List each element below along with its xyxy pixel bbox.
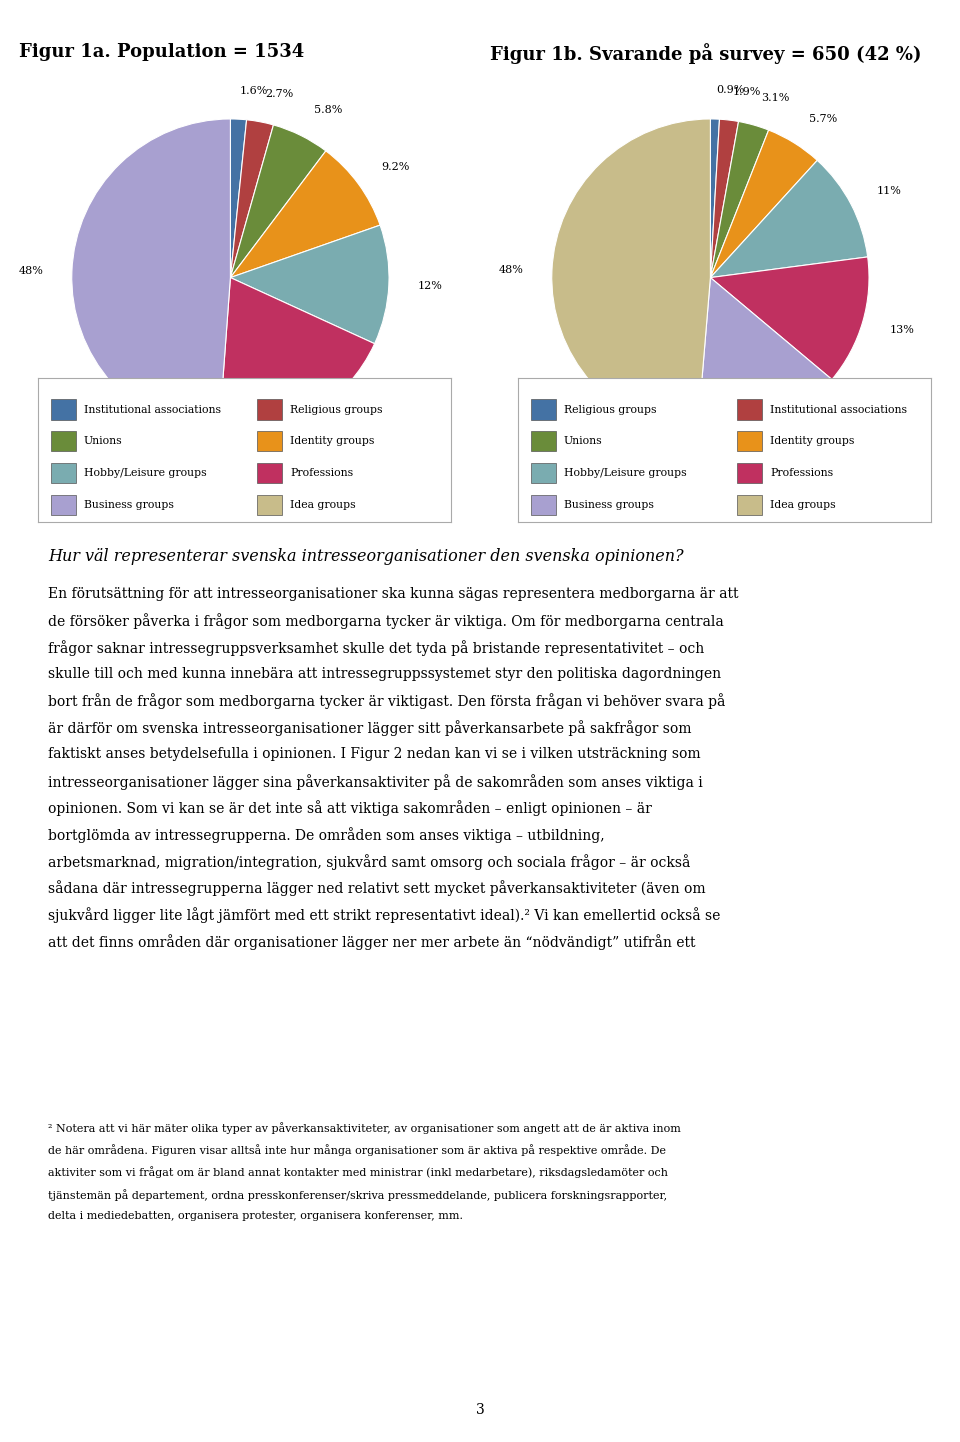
- FancyBboxPatch shape: [531, 463, 556, 483]
- Text: 12%: 12%: [418, 281, 443, 291]
- Text: Hobby/Leisure groups: Hobby/Leisure groups: [84, 469, 206, 477]
- Text: 11%: 11%: [876, 186, 901, 196]
- Text: 48%: 48%: [498, 265, 523, 275]
- Text: 1.9%: 1.9%: [732, 87, 760, 97]
- Text: En förutsättning för att intresseorganisationer ska kunna sägas representera med: En förutsättning för att intresseorganis…: [48, 587, 738, 601]
- Text: faktiskt anses betydelsefulla i opinionen. I Figur 2 nedan kan vi se i vilken ut: faktiskt anses betydelsefulla i opinione…: [48, 747, 701, 761]
- Text: 3.1%: 3.1%: [761, 92, 790, 102]
- FancyBboxPatch shape: [51, 431, 76, 451]
- FancyBboxPatch shape: [257, 399, 282, 420]
- Wedge shape: [230, 225, 389, 343]
- Text: Religious groups: Religious groups: [290, 405, 383, 414]
- Text: sådana där intressegrupperna lägger ned relativt sett mycket påverkansaktivitete: sådana där intressegrupperna lägger ned …: [48, 880, 706, 897]
- Text: 2.7%: 2.7%: [266, 89, 294, 98]
- Wedge shape: [710, 130, 817, 277]
- Wedge shape: [230, 151, 380, 277]
- Text: 5.7%: 5.7%: [809, 114, 838, 124]
- Wedge shape: [710, 120, 738, 277]
- Text: Unions: Unions: [564, 437, 603, 446]
- Text: Figur 1b. Svarande på survey = 650 (42 %): Figur 1b. Svarande på survey = 650 (42 %…: [490, 43, 921, 65]
- Wedge shape: [710, 257, 869, 379]
- FancyBboxPatch shape: [737, 495, 762, 515]
- Text: delta i mediedebatten, organisera protester, organisera konferenser, mm.: delta i mediedebatten, organisera protes…: [48, 1211, 463, 1221]
- Wedge shape: [230, 120, 247, 277]
- Text: Professions: Professions: [770, 469, 833, 477]
- Text: de försöker påverka i frågor som medborgarna tycker är viktiga. Om för medborgar: de försöker påverka i frågor som medborg…: [48, 614, 724, 630]
- FancyBboxPatch shape: [531, 495, 556, 515]
- Text: 15%: 15%: [782, 446, 807, 456]
- FancyBboxPatch shape: [51, 463, 76, 483]
- FancyBboxPatch shape: [257, 495, 282, 515]
- Text: 5.8%: 5.8%: [314, 105, 342, 115]
- Wedge shape: [710, 120, 719, 277]
- Text: Hur väl representerar svenska intresseorganisationer den svenska opinionen?: Hur väl representerar svenska intresseor…: [48, 548, 684, 565]
- Text: Institutional associations: Institutional associations: [84, 405, 221, 414]
- Text: bortglömda av intressegrupperna. De områden som anses viktiga – utbildning,: bortglömda av intressegrupperna. De områ…: [48, 826, 605, 844]
- Text: bort från de frågor som medborgarna tycker är viktigast. Den första frågan vi be: bort från de frågor som medborgarna tyck…: [48, 694, 726, 709]
- FancyBboxPatch shape: [531, 431, 556, 451]
- Wedge shape: [710, 160, 868, 277]
- Wedge shape: [697, 277, 832, 435]
- Text: Identity groups: Identity groups: [290, 437, 374, 446]
- Wedge shape: [710, 121, 769, 277]
- Text: Figur 1a. Population = 1534: Figur 1a. Population = 1534: [19, 43, 304, 61]
- Text: skulle till och med kunna innebära att intressegruppssystemet styr den politiska: skulle till och med kunna innebära att i…: [48, 666, 721, 681]
- Text: 19%: 19%: [325, 434, 350, 444]
- Text: Professions: Professions: [290, 469, 353, 477]
- Text: Identity groups: Identity groups: [770, 437, 854, 446]
- Text: frågor saknar intressegruppsverksamhet skulle det tyda på bristande representati: frågor saknar intressegruppsverksamhet s…: [48, 640, 705, 656]
- Text: intresseorganisationer lägger sina påverkansaktiviter på de sakområden som anses: intresseorganisationer lägger sina påver…: [48, 773, 703, 790]
- Text: Idea groups: Idea groups: [290, 500, 356, 509]
- Text: 1.6%: 1.6%: [240, 85, 269, 95]
- Text: Unions: Unions: [84, 437, 123, 446]
- Text: aktiviter som vi frågat om är bland annat kontakter med ministrar (inkl medarbet: aktiviter som vi frågat om är bland anna…: [48, 1167, 668, 1178]
- Text: Business groups: Business groups: [564, 500, 654, 509]
- Text: Religious groups: Religious groups: [564, 405, 657, 414]
- Text: Idea groups: Idea groups: [770, 500, 836, 509]
- Text: Institutional associations: Institutional associations: [770, 405, 907, 414]
- Text: 3: 3: [475, 1403, 485, 1417]
- Text: är därför om svenska intresseorganisationer lägger sitt påverkansarbete på sakfr: är därför om svenska intresseorganisatio…: [48, 721, 691, 737]
- FancyBboxPatch shape: [51, 495, 76, 515]
- Text: 0.9%: 0.9%: [716, 85, 744, 95]
- Text: att det finns områden där organisationer lägger ner mer arbete än “nödvändigt” u: att det finns områden där organisationer…: [48, 934, 695, 950]
- Wedge shape: [219, 277, 374, 435]
- FancyBboxPatch shape: [51, 399, 76, 420]
- Wedge shape: [552, 120, 710, 435]
- Wedge shape: [230, 120, 274, 277]
- Wedge shape: [230, 125, 325, 277]
- Text: tjänstemän på departement, ordna presskonferenser/skriva pressmeddelande, public: tjänstemän på departement, ordna pressko…: [48, 1188, 667, 1201]
- FancyBboxPatch shape: [737, 399, 762, 420]
- FancyBboxPatch shape: [531, 399, 556, 420]
- Text: sjukvård ligger lite lågt jämfört med ett strikt representativt ideal).² Vi kan : sjukvård ligger lite lågt jämfört med et…: [48, 907, 720, 923]
- Text: 48%: 48%: [18, 265, 43, 275]
- Text: arbetsmarknad, migration/integration, sjukvård samt omsorg och sociala frågor – : arbetsmarknad, migration/integration, sj…: [48, 854, 690, 870]
- Wedge shape: [72, 120, 230, 435]
- FancyBboxPatch shape: [257, 431, 282, 451]
- FancyBboxPatch shape: [257, 463, 282, 483]
- Text: 13%: 13%: [890, 324, 915, 335]
- Text: ² Notera att vi här mäter olika typer av påverkansaktiviteter, av organisationer: ² Notera att vi här mäter olika typer av…: [48, 1122, 681, 1133]
- Text: de här områdena. Figuren visar alltså inte hur många organisationer som är aktiv: de här områdena. Figuren visar alltså in…: [48, 1145, 666, 1156]
- Text: Business groups: Business groups: [84, 500, 174, 509]
- Text: opinionen. Som vi kan se är det inte så att viktiga sakområden – enligt opinione: opinionen. Som vi kan se är det inte så …: [48, 800, 652, 816]
- Text: Hobby/Leisure groups: Hobby/Leisure groups: [564, 469, 686, 477]
- FancyBboxPatch shape: [737, 463, 762, 483]
- FancyBboxPatch shape: [737, 431, 762, 451]
- Text: 9.2%: 9.2%: [381, 162, 410, 172]
